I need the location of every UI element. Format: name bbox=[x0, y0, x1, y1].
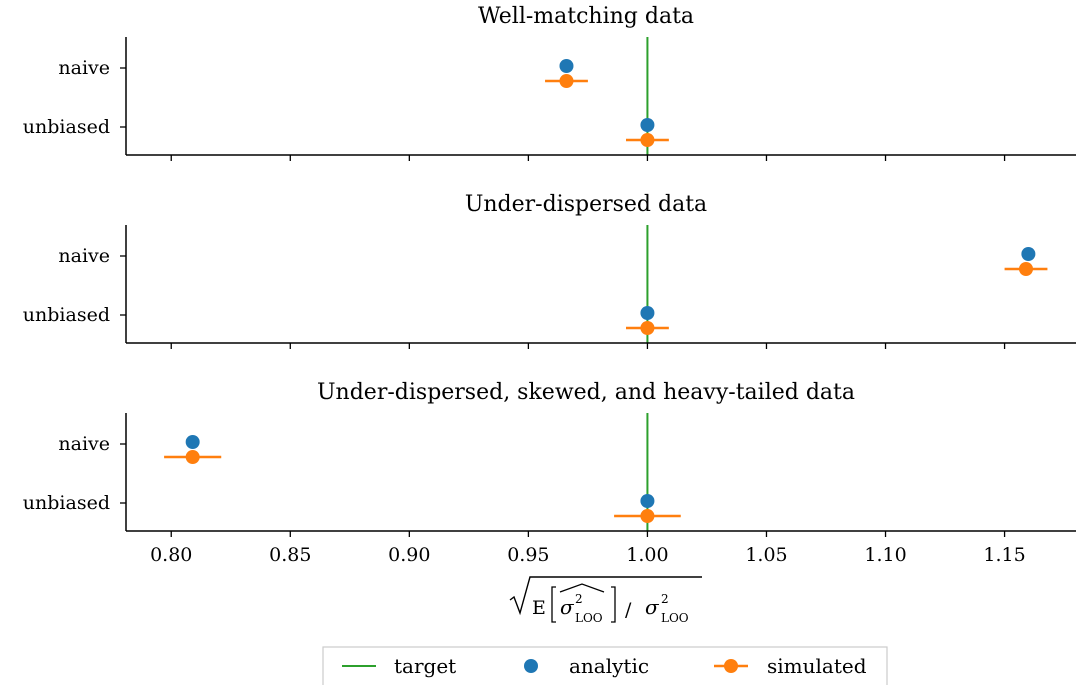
y-tick-label: unbiased bbox=[23, 304, 110, 326]
simulated-point bbox=[640, 509, 655, 523]
x-axis-label: E σ 2 LOO / σ 2 LOO bbox=[509, 576, 702, 625]
analytic-point bbox=[185, 435, 200, 449]
panel-title: Under-dispersed data bbox=[465, 192, 707, 217]
analytic-point bbox=[559, 59, 574, 73]
legend-frame bbox=[322, 646, 888, 685]
x-tick-label: 0.85 bbox=[269, 544, 311, 566]
legend-simulated-swatch-dot bbox=[724, 659, 738, 673]
legend: target analytic simulated bbox=[322, 646, 888, 685]
panel-title: Under-dispersed, skewed, and heavy-taile… bbox=[317, 380, 855, 405]
legend-analytic-swatch bbox=[524, 659, 538, 673]
x-tick-label: 0.90 bbox=[388, 544, 430, 566]
sqrt-sign bbox=[509, 576, 702, 616]
analytic-point bbox=[640, 118, 655, 132]
y-tick-label: naive bbox=[58, 57, 110, 79]
x-tick-label: 1.15 bbox=[983, 544, 1025, 566]
x-label-sup-1: 2 bbox=[575, 592, 583, 606]
panel-3: Under-dispersed, skewed, and heavy-taile… bbox=[23, 380, 1076, 537]
legend-analytic-label: analytic bbox=[569, 654, 649, 678]
x-label-sigma-hat: σ bbox=[560, 595, 575, 619]
panels: Well-matching datanaiveunbiasedUnder-dis… bbox=[23, 4, 1076, 537]
simulated-point bbox=[640, 321, 655, 335]
x-tick-labels: 0.80 0.85 0.90 0.95 1.00 1.05 1.10 1.15 bbox=[150, 544, 1026, 566]
simulated-point bbox=[185, 450, 200, 464]
analytic-point bbox=[640, 494, 655, 508]
x-label-sub-2: LOO bbox=[661, 611, 689, 625]
x-label-right-bracket bbox=[611, 586, 616, 623]
x-tick-label: 0.80 bbox=[150, 544, 192, 566]
x-label-hat bbox=[559, 583, 605, 593]
x-label-sub-1: LOO bbox=[575, 611, 603, 625]
analytic-point bbox=[1021, 247, 1036, 261]
x-label-sigma: σ bbox=[645, 595, 660, 619]
simulated-point bbox=[1019, 262, 1033, 276]
y-tick-label: unbiased bbox=[23, 116, 110, 138]
x-label-sup-2: 2 bbox=[661, 592, 669, 606]
simulated-point bbox=[640, 133, 655, 147]
analytic-point bbox=[640, 306, 655, 320]
panel-title: Well-matching data bbox=[478, 4, 694, 29]
x-label-left-bracket bbox=[551, 586, 556, 623]
simulated-point bbox=[559, 74, 574, 88]
y-tick-label: unbiased bbox=[23, 492, 110, 514]
y-tick-label: naive bbox=[58, 433, 110, 455]
x-label-slash: / bbox=[625, 599, 632, 621]
y-tick-label: naive bbox=[58, 245, 110, 267]
x-tick-label: 1.05 bbox=[745, 544, 787, 566]
legend-target-label: target bbox=[394, 654, 456, 678]
legend-simulated-label: simulated bbox=[767, 654, 867, 678]
panel-1: Well-matching data naive unbiased bbox=[23, 4, 1076, 161]
panel-2: Under-dispersed data naive unbiased bbox=[23, 192, 1076, 349]
x-tick-label: 1.10 bbox=[864, 544, 906, 566]
x-label-e: E bbox=[532, 597, 546, 619]
x-tick-label: 1.00 bbox=[626, 544, 668, 566]
x-tick-label: 0.95 bbox=[507, 544, 549, 566]
